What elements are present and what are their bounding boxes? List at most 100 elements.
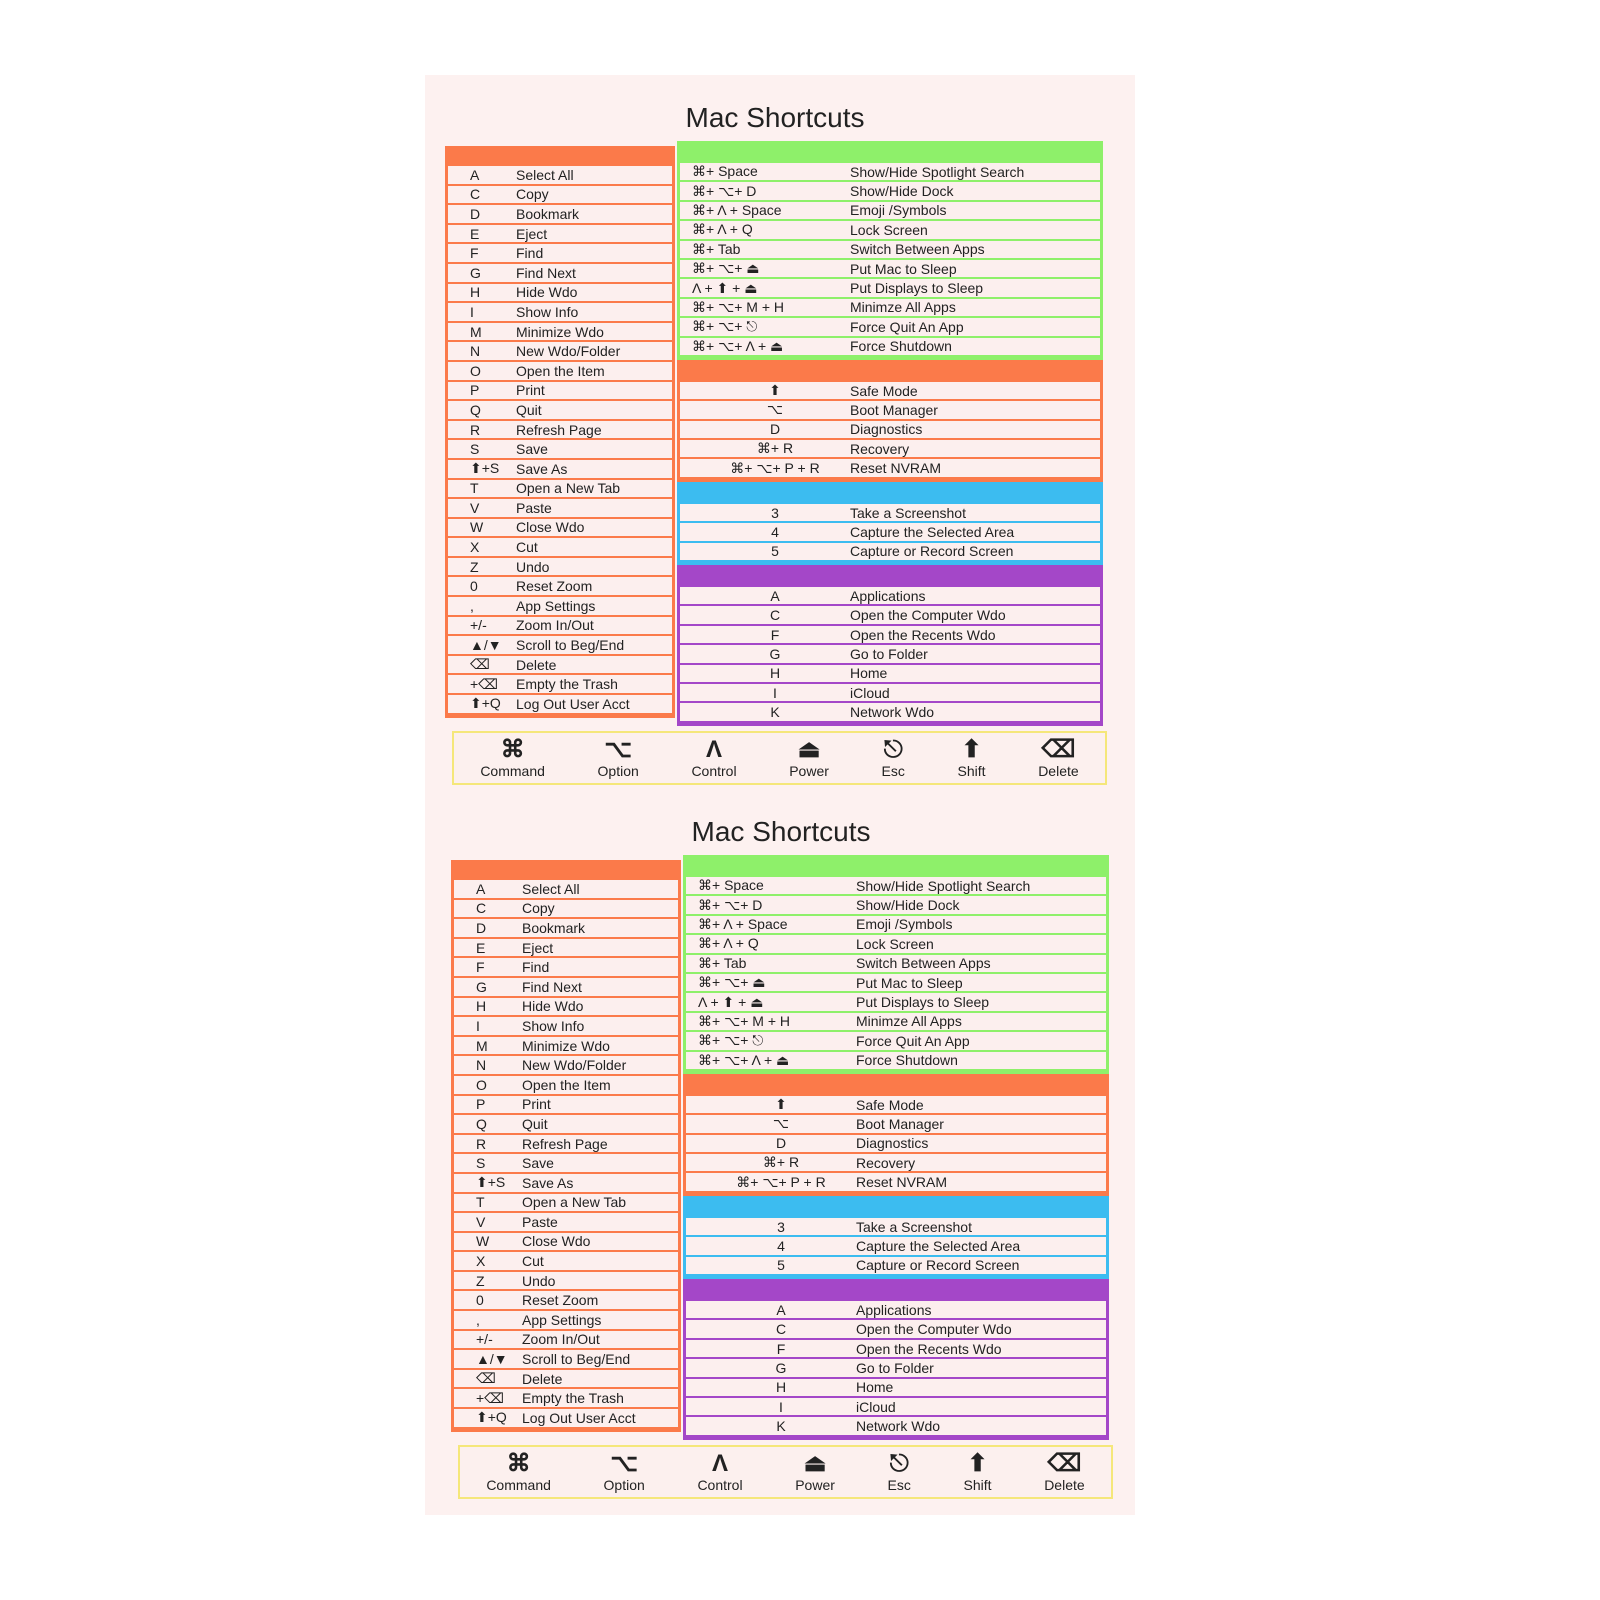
shortcut-row: W Close Wdo [454, 1232, 678, 1251]
power-icon: ⏏ [797, 736, 821, 763]
legend-label: Command [486, 1477, 551, 1493]
shortcut-row: 5 Capture or Record Screen [680, 542, 1100, 561]
legend-item: ⬆ Shift [963, 1450, 992, 1494]
shortcut-description: Save [516, 441, 548, 458]
shortcut-description: Log Out User Acct [516, 695, 630, 712]
shortcut-row: ⌘+ ⌥+ ⏏ Put Mac to Sleep [686, 973, 1106, 992]
shortcut-row: 3 Take a Screenshot [686, 1217, 1106, 1236]
control-icon: Λ [706, 736, 723, 763]
control-icon: Λ [712, 1450, 729, 1477]
shortcut-keys: Λ + ⬆ + ⏏ [692, 279, 758, 296]
shortcut-description: Paste [516, 499, 552, 516]
shortcut-keys: ⌘+ ⌥+ M + H [698, 1012, 790, 1029]
shortcut-keys: 5 [771, 543, 779, 560]
letter-shortcuts-column: A Select All C Copy D Bookmark E Eject F Find G Fin… [445, 146, 675, 718]
shortcut-row: O Open the Item [448, 361, 672, 380]
shortcut-keys: 3 [777, 1218, 785, 1235]
shortcut-description: Open the Item [522, 1076, 611, 1093]
shortcut-key: X [470, 539, 480, 556]
shortcut-description: Eject [522, 939, 554, 956]
shortcut-row: H Home [686, 1378, 1106, 1396]
shortcut-description: Safe Mode [856, 1096, 924, 1113]
shortcut-description: Scroll to Beg/End [522, 1351, 631, 1368]
shortcut-card-bottom: Mac Shortcuts A Select All C Copy D Bookmark E E… [451, 797, 1113, 1499]
shortcut-key: 0 [470, 578, 478, 595]
shortcut-description: Paste [522, 1213, 558, 1230]
shortcut-row: I Show Info [448, 303, 672, 321]
shortcut-key: ▲/▼ [470, 637, 502, 654]
shortcut-key: H [476, 998, 487, 1015]
shortcut-description: Boot Manager [856, 1115, 944, 1132]
shortcut-card-top: Mac Shortcuts A Select All C Copy D Bookmark E E… [445, 83, 1107, 785]
shortcut-row: P Print [448, 381, 672, 400]
legend-item: ⏏ Power [789, 736, 829, 780]
shortcut-row: ⬆+S Save As [448, 459, 672, 478]
shortcut-description: Find Next [516, 264, 576, 281]
shortcut-row: R Refresh Page [448, 420, 672, 439]
shortcut-row: D Bookmark [448, 205, 672, 223]
shortcut-keys: ⌘+ ⌥+ P + R [736, 1173, 826, 1190]
shortcut-description: Close Wdo [516, 519, 585, 536]
key-symbol-legend: ⌘ Command ⌥ Option Λ Control ⏏ Power ⎋ Esc ⬆ Shift ⌫… [458, 1445, 1113, 1499]
shortcut-description: Take a Screenshot [850, 504, 966, 521]
shortcut-row: F Open the Recents Wdo [680, 625, 1100, 644]
shortcut-keys: F [770, 626, 780, 643]
shortcut-key: Q [476, 1115, 487, 1132]
shortcut-row: ▲/▼ Scroll to Beg/End [448, 636, 672, 654]
legend-label: Command [480, 763, 545, 779]
shortcut-description: Scroll to Beg/End [516, 637, 625, 654]
shortcut-description: Switch Between Apps [856, 955, 991, 972]
shortcut-description: Open the Computer Wdo [850, 607, 1006, 624]
legend-label: Delete [1044, 1477, 1085, 1493]
shortcut-row: 0 Reset Zoom [454, 1291, 678, 1310]
legend-label: Power [795, 1477, 835, 1493]
section-green: ⌘+ Space Show/Hide Spotlight Search ⌘+ ⌥+ … [683, 855, 1109, 1074]
legend-label: Shift [963, 1477, 992, 1493]
legend-item: Λ Control [691, 736, 736, 780]
legend-item: ⌘ Command [480, 737, 545, 780]
shortcut-key: O [470, 362, 481, 379]
shortcut-description: Capture the Selected Area [856, 1237, 1021, 1254]
shortcut-keys: I [773, 684, 777, 701]
section-header [680, 482, 1100, 504]
shortcut-key: +⌫ [470, 675, 498, 692]
shortcut-key: +/- [470, 617, 487, 634]
shortcut-description: Bookmark [522, 919, 586, 936]
shortcut-row: A Select All [448, 166, 672, 184]
esc-icon: ⎋ [883, 736, 903, 763]
card-title: Mac Shortcuts [685, 102, 865, 133]
shortcut-description: Take a Screenshot [856, 1218, 972, 1235]
shortcut-row: K Network Wdo [686, 1417, 1106, 1435]
shortcut-key: N [470, 343, 481, 360]
shortcut-key: O [476, 1076, 487, 1093]
shortcut-row: 0 Reset Zoom [448, 577, 672, 596]
shortcut-row: ⌥ Boot Manager [686, 1115, 1106, 1133]
shortcut-key: ⬆+Q [470, 695, 501, 712]
shortcut-keys: I [779, 1398, 783, 1415]
shortcut-row: ⌘+ Space Show/Hide Spotlight Search [686, 877, 1106, 895]
shortcut-keys: ⌘+ ⌥+ M + H [692, 298, 784, 315]
shortcut-keys: ⌘+ Tab [692, 240, 741, 257]
shortcut-key: ⌫ [470, 656, 490, 673]
shortcut-key: A [476, 880, 486, 897]
shortcut-row: I Show Info [454, 1017, 678, 1035]
legend-label: Delete [1038, 763, 1079, 779]
shortcut-row: N New Wdo/Folder [448, 342, 672, 360]
shortcut-row: P Print [454, 1095, 678, 1114]
shortcut-row: R Refresh Page [454, 1134, 678, 1153]
shortcut-row: G Go to Folder [686, 1359, 1106, 1377]
shortcut-description: Delete [516, 656, 557, 673]
shortcut-description: Empty the Trash [522, 1390, 624, 1407]
shortcut-description: Quit [522, 1115, 548, 1132]
shortcut-description: Show Info [522, 1017, 585, 1034]
shortcut-row: ⌘+ ⌥+ Λ + ⏏ Force Shutdown [680, 337, 1100, 355]
shortcut-description: Force Shutdown [850, 338, 952, 355]
shortcut-key: W [476, 1233, 490, 1250]
shortcut-keys: Λ + ⬆ + ⏏ [698, 993, 764, 1010]
shortcut-description: Hide Wdo [516, 284, 578, 301]
shortcut-row: V Paste [448, 499, 672, 517]
shortcut-key: , [476, 1311, 480, 1328]
shortcut-keys: C [769, 607, 781, 624]
shift-icon: ⬆ [967, 1450, 988, 1477]
